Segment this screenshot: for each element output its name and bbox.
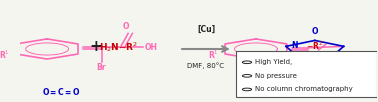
Text: R$^1$: R$^1$ [0, 49, 9, 61]
Text: H$_2$N$-$R$^2$: H$_2$N$-$R$^2$ [99, 40, 138, 54]
Text: R$^1$: R$^1$ [208, 49, 218, 61]
Text: [Cu]: [Cu] [197, 24, 215, 33]
Text: +: + [89, 39, 102, 54]
Text: No pressure: No pressure [255, 73, 297, 79]
Text: O: O [311, 27, 318, 36]
Text: No column chromatography: No column chromatography [255, 86, 353, 92]
Text: $-$R$^2$: $-$R$^2$ [305, 39, 323, 52]
Text: O$\mathbf{=}$C$\mathbf{=}$O: O$\mathbf{=}$C$\mathbf{=}$O [42, 86, 81, 97]
Text: Br: Br [96, 63, 105, 72]
Text: High Yield,: High Yield, [255, 59, 292, 65]
Text: O: O [313, 51, 320, 60]
Text: DMF, 80°C: DMF, 80°C [187, 63, 225, 69]
Text: OH: OH [144, 43, 157, 52]
Text: O: O [122, 22, 129, 31]
Text: O: O [301, 59, 307, 68]
FancyBboxPatch shape [236, 51, 377, 97]
Text: N: N [291, 41, 298, 50]
